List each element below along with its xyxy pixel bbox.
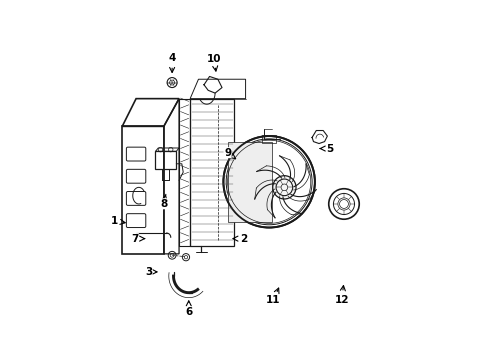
Text: 9: 9 xyxy=(224,148,231,158)
Text: 5: 5 xyxy=(326,144,334,153)
Text: 10: 10 xyxy=(207,54,221,63)
Text: 2: 2 xyxy=(241,234,248,244)
Bar xyxy=(262,135,276,143)
Text: 11: 11 xyxy=(266,296,281,305)
Text: 12: 12 xyxy=(335,294,349,305)
Text: 8: 8 xyxy=(160,199,167,209)
Bar xyxy=(227,141,272,222)
Circle shape xyxy=(273,176,296,199)
Text: 7: 7 xyxy=(131,234,138,244)
Text: 3: 3 xyxy=(145,267,152,277)
Text: 1: 1 xyxy=(110,216,118,226)
Text: 6: 6 xyxy=(185,307,193,317)
Text: 4: 4 xyxy=(169,53,176,63)
